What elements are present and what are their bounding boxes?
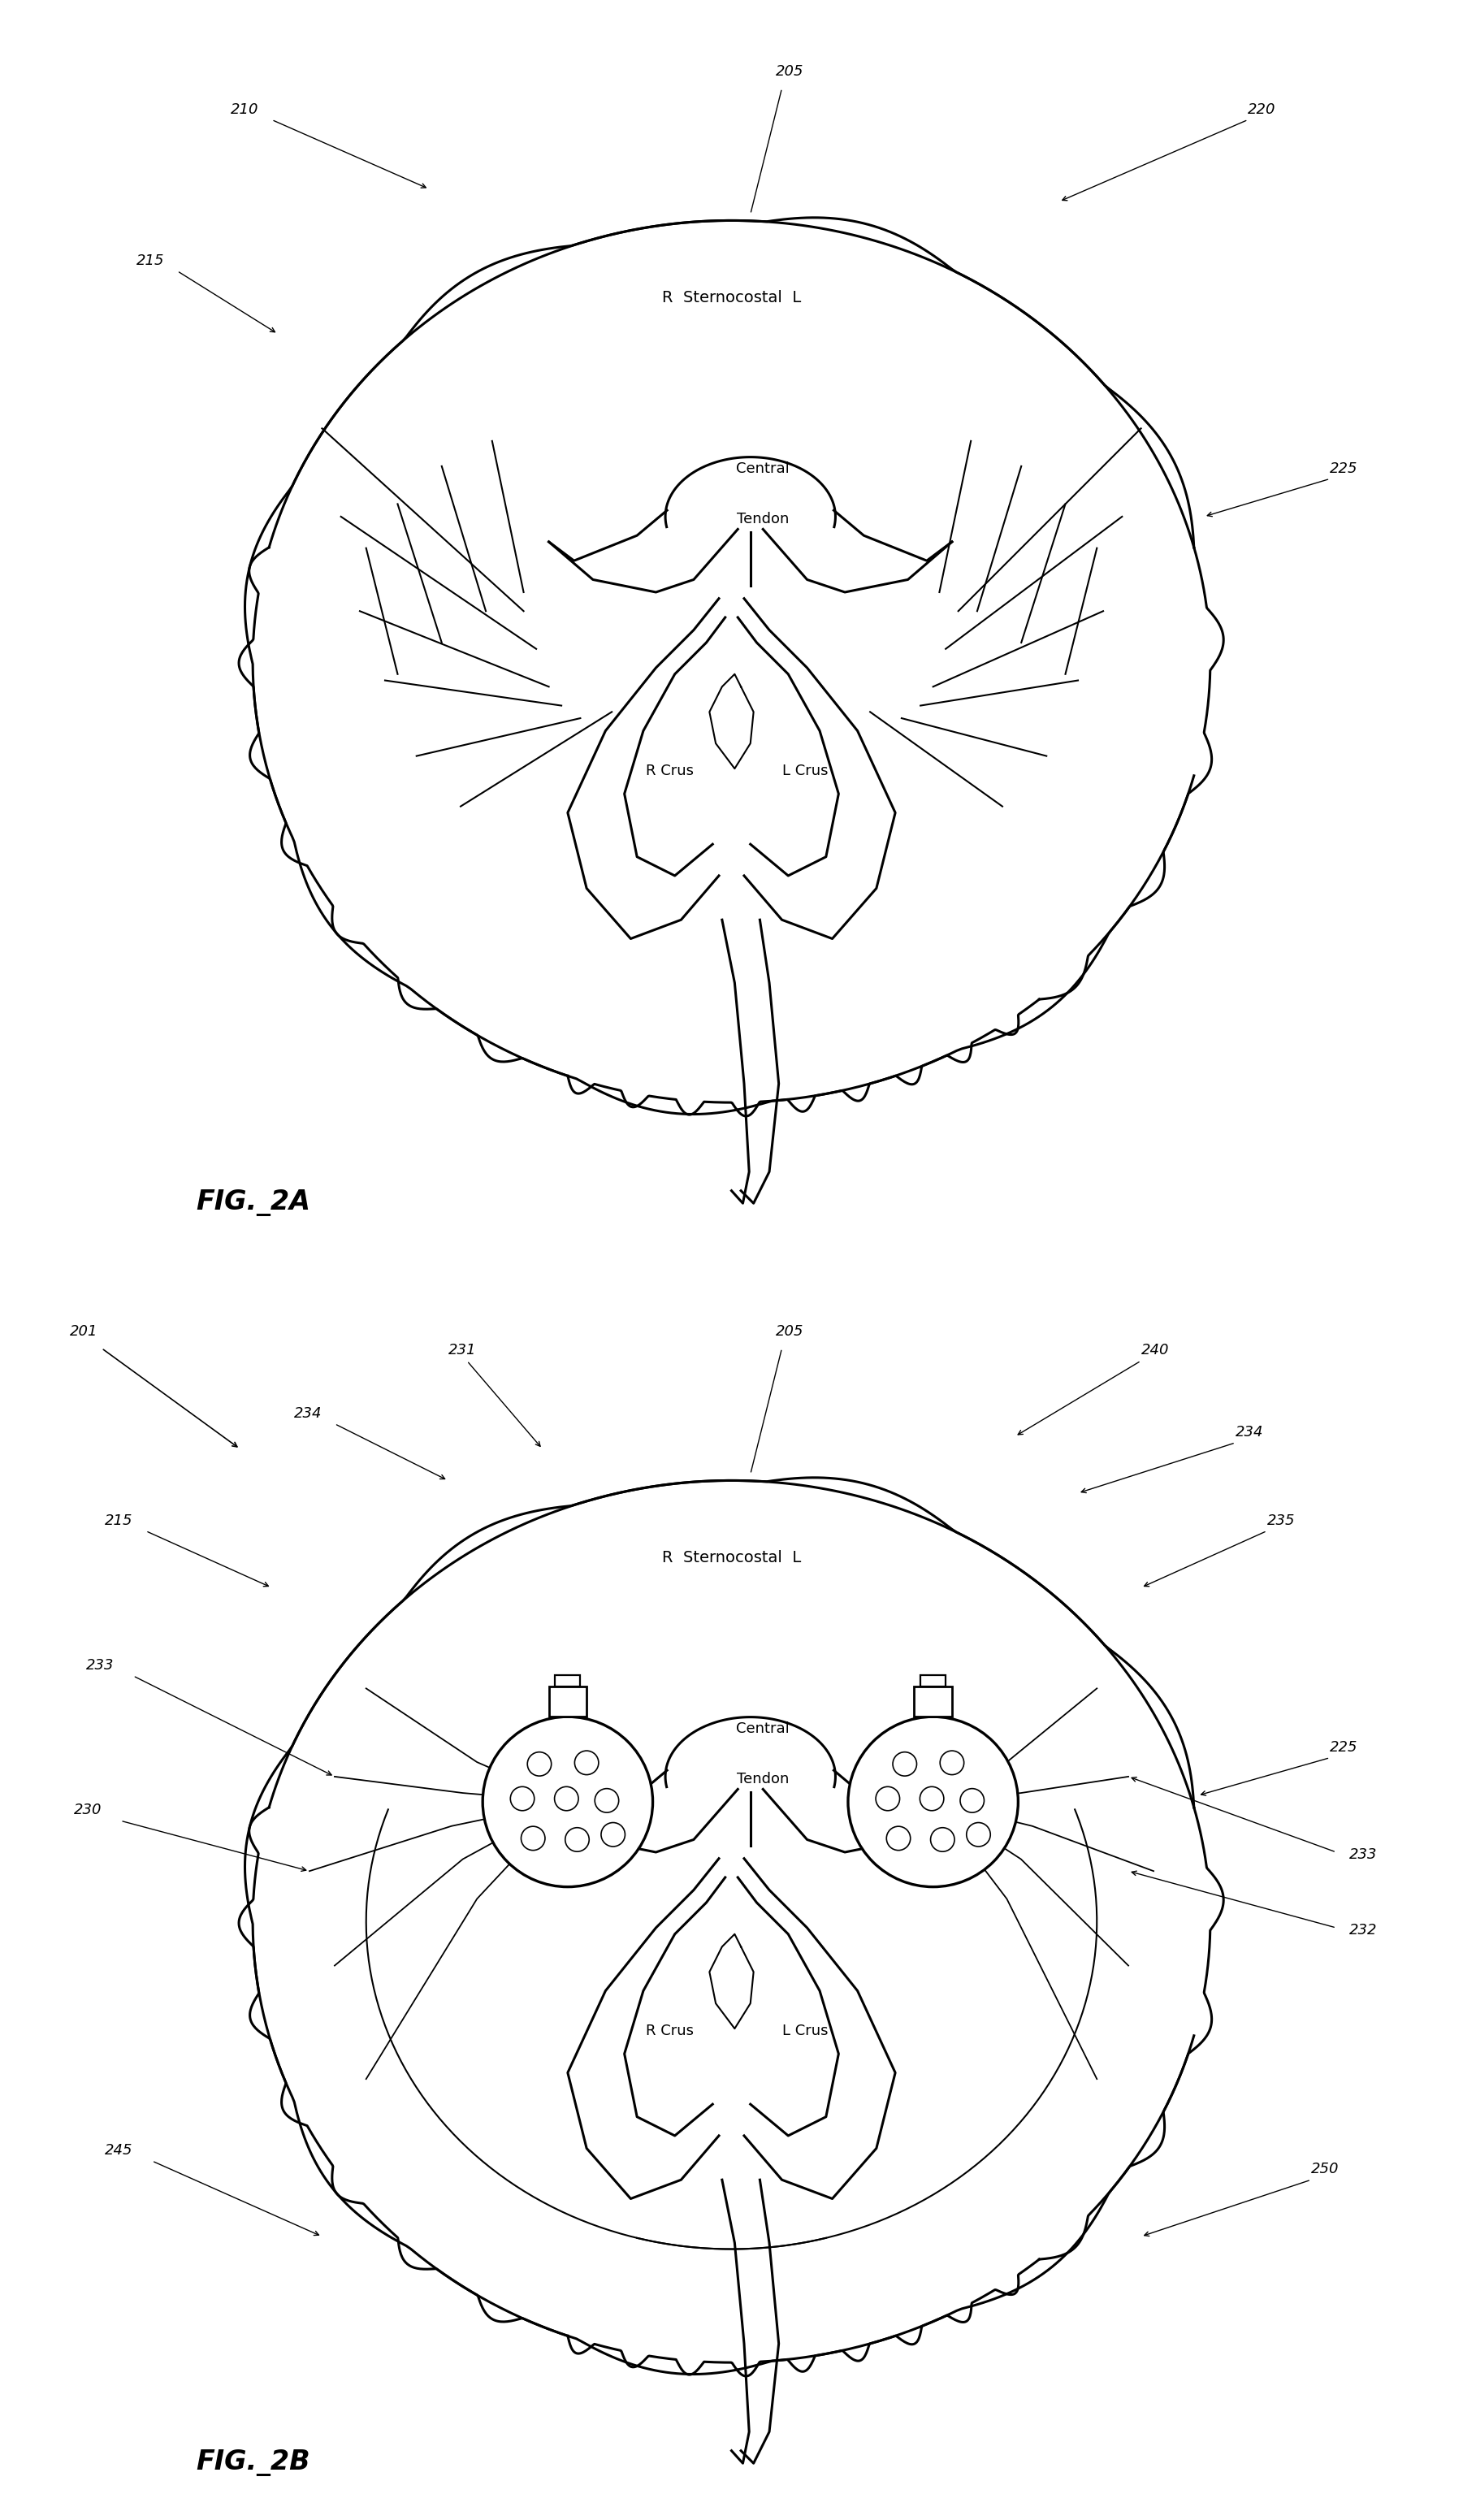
Text: 234: 234 bbox=[1235, 1424, 1264, 1439]
Circle shape bbox=[892, 1751, 917, 1777]
Circle shape bbox=[849, 1716, 1018, 1887]
Text: 233: 233 bbox=[1349, 1847, 1377, 1862]
Text: 233: 233 bbox=[86, 1658, 114, 1673]
Text: 230: 230 bbox=[73, 1802, 101, 1817]
Bar bbox=[554, 1676, 581, 1686]
Text: 232: 232 bbox=[1349, 1923, 1377, 1938]
Text: 205: 205 bbox=[775, 1323, 803, 1338]
Text: 235: 235 bbox=[1267, 1512, 1295, 1527]
Polygon shape bbox=[710, 1935, 753, 2029]
Bar bbox=[549, 1686, 587, 1716]
Text: 231: 231 bbox=[448, 1343, 475, 1358]
Text: R  Sternocostal  L: R Sternocostal L bbox=[661, 1550, 802, 1565]
Text: 234: 234 bbox=[294, 1406, 322, 1421]
Circle shape bbox=[521, 1827, 546, 1850]
Text: 225: 225 bbox=[1330, 1739, 1358, 1754]
Circle shape bbox=[920, 1787, 944, 1809]
Text: 250: 250 bbox=[1311, 2162, 1339, 2177]
Text: 210: 210 bbox=[231, 101, 259, 116]
Text: R Crus: R Crus bbox=[645, 764, 693, 779]
Circle shape bbox=[601, 1822, 625, 1847]
Text: Tendon: Tendon bbox=[737, 512, 789, 527]
Text: 215: 215 bbox=[105, 1512, 133, 1527]
Text: 205: 205 bbox=[775, 63, 803, 78]
Text: 215: 215 bbox=[136, 252, 164, 267]
Text: R Crus: R Crus bbox=[645, 2024, 693, 2039]
Text: 240: 240 bbox=[1141, 1343, 1169, 1358]
Circle shape bbox=[967, 1822, 990, 1847]
Text: L Crus: L Crus bbox=[781, 2024, 828, 2039]
Circle shape bbox=[941, 1751, 964, 1774]
Text: R  Sternocostal  L: R Sternocostal L bbox=[661, 290, 802, 305]
Text: 245: 245 bbox=[105, 2142, 133, 2157]
Polygon shape bbox=[710, 673, 753, 769]
Text: 220: 220 bbox=[1248, 101, 1276, 116]
Circle shape bbox=[511, 1787, 534, 1809]
Circle shape bbox=[930, 1827, 954, 1852]
Circle shape bbox=[876, 1787, 900, 1809]
Text: Tendon: Tendon bbox=[737, 1772, 789, 1787]
Text: Central: Central bbox=[736, 461, 790, 476]
Text: FIG._2A: FIG._2A bbox=[196, 1189, 310, 1217]
Text: FIG._2B: FIG._2B bbox=[196, 2449, 310, 2477]
Circle shape bbox=[595, 1789, 619, 1812]
Text: 225: 225 bbox=[1330, 461, 1358, 476]
Text: 201: 201 bbox=[70, 1323, 98, 1338]
Circle shape bbox=[527, 1751, 552, 1777]
Text: Central: Central bbox=[736, 1721, 790, 1736]
Circle shape bbox=[887, 1827, 910, 1850]
Bar bbox=[914, 1686, 952, 1716]
Circle shape bbox=[565, 1827, 590, 1852]
Bar bbox=[920, 1676, 945, 1686]
Circle shape bbox=[960, 1789, 985, 1812]
Circle shape bbox=[554, 1787, 578, 1809]
Text: L Crus: L Crus bbox=[781, 764, 828, 779]
Circle shape bbox=[575, 1751, 598, 1774]
Circle shape bbox=[483, 1716, 652, 1887]
